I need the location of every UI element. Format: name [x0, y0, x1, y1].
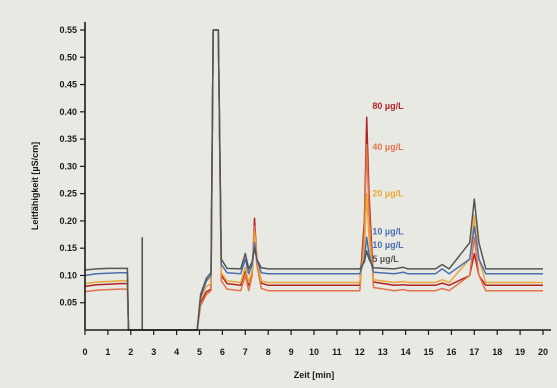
x-tick-label: 11: [332, 347, 342, 357]
x-axis-title: Zeit [min]: [294, 370, 335, 380]
series-line-0: [84, 29, 543, 331]
y-tick-label: 0.45: [59, 80, 77, 90]
x-tick-label: 12: [355, 347, 365, 357]
series-label-0: 80 µg/L: [372, 101, 404, 111]
x-tick-label: 2: [128, 347, 133, 357]
x-tick-label: 16: [446, 347, 456, 357]
y-tick-label: 0.25: [59, 189, 77, 199]
y-tick-label: 0.05: [59, 298, 77, 308]
x-tick-label: 1: [105, 347, 110, 357]
x-tick-label: 0: [82, 347, 87, 357]
x-tick-label: 9: [289, 347, 294, 357]
x-tick-label: 10: [309, 347, 319, 357]
x-tick-label: 4: [174, 347, 179, 357]
x-tick-label: 14: [401, 347, 411, 357]
plot-area: 80 µg/L 40 µg/L 20 µg/L 10 µg/L 10 µg/L 5 µg/…: [84, 29, 543, 331]
x-tick-label: 13: [378, 347, 388, 357]
series-line-4: [84, 29, 543, 331]
x-tick-label: 17: [469, 347, 479, 357]
y-tick-label: 0.30: [59, 161, 77, 171]
y-tick-label: 0.10: [59, 270, 77, 280]
axes: 0.05 0.10 0.15 0.20 0.25 0.30 0.35 0.40 0.45 0.50…: [59, 22, 551, 357]
series-label-1: 40 µg/L: [372, 142, 404, 152]
y-tick-label: 0.35: [59, 134, 77, 144]
x-tick-label: 3: [151, 347, 156, 357]
series-label-5: 5 µg/L: [372, 254, 399, 264]
x-tick-label: 6: [220, 347, 225, 357]
series-label-4: 10 µg/L: [372, 240, 404, 250]
x-tick-label: 8: [266, 347, 271, 357]
y-tick-label: 0.50: [59, 52, 77, 62]
y-tick-label: 0.20: [59, 216, 77, 226]
x-tick-label: 20: [538, 347, 548, 357]
y-tick-label: 0.15: [59, 243, 77, 253]
x-tick-label: 18: [492, 347, 502, 357]
series-label-2: 20 µg/L: [372, 188, 404, 198]
y-tick-label: 0.40: [59, 107, 77, 117]
x-tick-label: 5: [197, 347, 202, 357]
x-tick-label: 7: [243, 347, 248, 357]
y-tick-label: 0.55: [59, 25, 77, 35]
x-tick-label: 15: [423, 347, 433, 357]
y-axis-title: Leitfähigkeit [µS/cm]: [30, 142, 40, 230]
series-label-3: 10 µg/L: [372, 227, 404, 237]
x-tick-label: 19: [515, 347, 525, 357]
